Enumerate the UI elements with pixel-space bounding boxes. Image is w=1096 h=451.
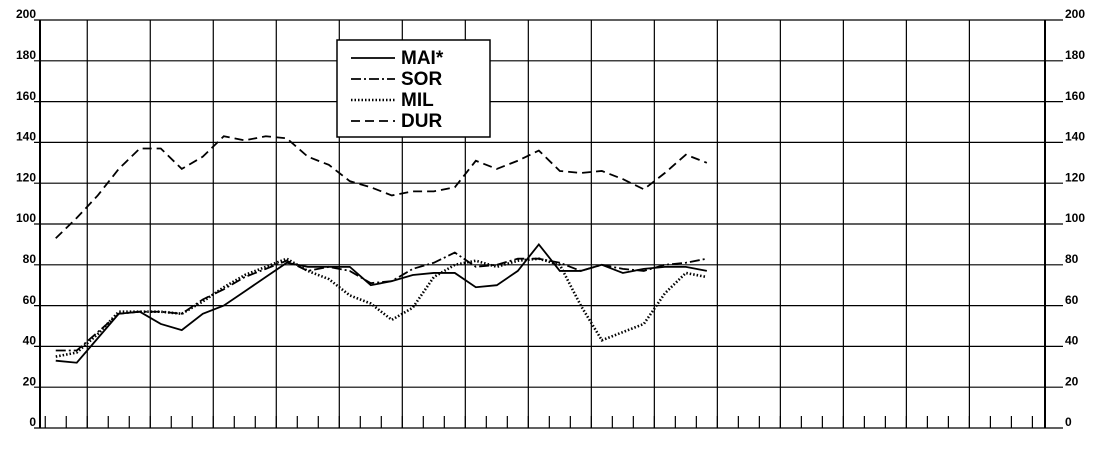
y-tick-label: 120 [16,170,36,184]
y2-tick-label: 0 [1065,415,1072,429]
y2-tick-label: 80 [1065,252,1079,266]
series-line [55,257,708,358]
y2-tick-label: 40 [1065,334,1079,348]
series-line [55,135,708,239]
y2-tick-label: 160 [1065,89,1085,103]
y2-tick-label: 60 [1065,293,1079,307]
y2-tick-label: 180 [1065,48,1085,62]
y2-tick-label: 200 [1065,7,1085,21]
legend-label: DUR [401,111,442,132]
y-tick-label: 20 [23,374,37,388]
series-line [55,242,708,364]
y-tick-label: 40 [23,334,37,348]
y2-tick-label: 120 [1065,170,1085,184]
y-tick-label: 60 [23,293,37,307]
series-line [55,251,708,352]
y-tick-label: 160 [16,89,36,103]
y-tick-label: 200 [16,7,36,21]
y2-tick-label: 140 [1065,130,1085,144]
y2-tick-label: 20 [1065,374,1079,388]
legend-label: MAI* [401,48,444,69]
y-tick-label: 140 [16,130,36,144]
legend-box [336,39,491,138]
legend-label: SOR [401,69,442,90]
legend-label: MIL [401,90,434,111]
y-tick-label: 180 [16,48,36,62]
y-tick-label: 80 [23,252,37,266]
y-tick-label: 100 [16,211,36,225]
y2-tick-label: 100 [1065,211,1085,225]
y-tick-label: 0 [29,415,36,429]
